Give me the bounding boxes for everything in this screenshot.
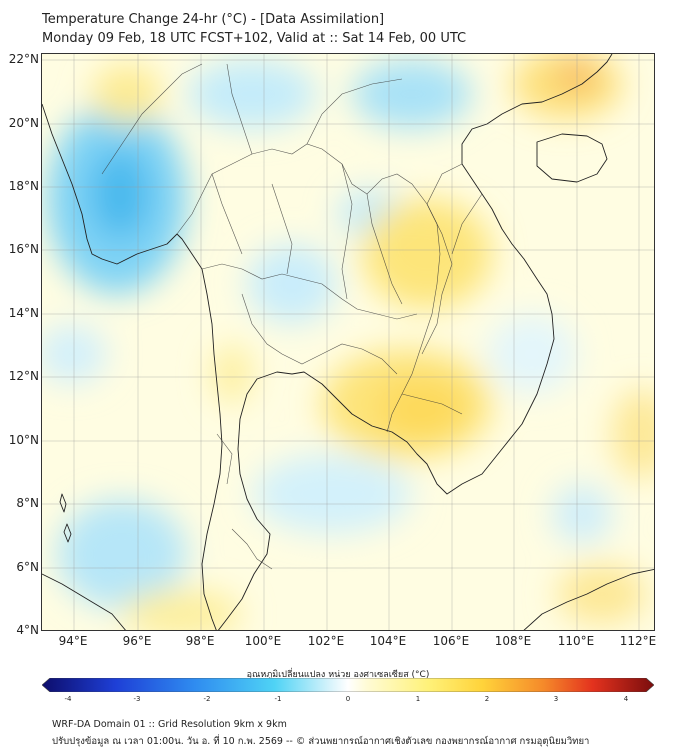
lon-label: 108°E <box>494 634 532 648</box>
colorbar-tick: 0 <box>345 695 351 703</box>
colorbar-tick: 1 <box>415 695 421 703</box>
lat-label: 12°N <box>8 369 39 383</box>
colorbar-tick: 2 <box>484 695 490 703</box>
lon-label: 112°E <box>619 634 657 648</box>
colorbar-tick: -4 <box>64 695 72 703</box>
graticule <box>42 54 654 630</box>
lon-label: 96°E <box>122 634 152 648</box>
lon-label: 106°E <box>432 634 470 648</box>
colorbar-tick: -2 <box>203 695 211 703</box>
colorbar-tick: -1 <box>274 695 282 703</box>
temperature-field <box>42 54 654 630</box>
lat-label: 6°N <box>16 560 39 574</box>
footer-domain-info: WRF-DA Domain 01 :: Grid Resolution 9km … <box>52 719 287 730</box>
lat-label: 14°N <box>8 306 39 320</box>
lon-label: 110°E <box>557 634 595 648</box>
lat-label: 22°N <box>8 52 39 66</box>
colorbar-tick: 4 <box>623 695 629 703</box>
temperature-map <box>41 53 655 631</box>
lon-label: 94°E <box>58 634 88 648</box>
lat-label: 16°N <box>8 242 39 256</box>
map-canvas <box>42 54 654 630</box>
lat-label: 8°N <box>16 496 39 510</box>
lat-label: 10°N <box>8 433 39 447</box>
coastlines <box>42 54 654 630</box>
colorbar <box>42 678 654 692</box>
lat-label: 4°N <box>16 623 39 637</box>
lon-label: 102°E <box>307 634 345 648</box>
lon-label: 104°E <box>369 634 407 648</box>
lon-label: 100°E <box>244 634 282 648</box>
borders <box>101 63 483 570</box>
colorbar-tick: 3 <box>553 695 559 703</box>
lon-label: 98°E <box>185 634 215 648</box>
map-title: Temperature Change 24-hr (°C) - [Data As… <box>42 12 385 27</box>
lat-label: 18°N <box>8 179 39 193</box>
map-subtitle: Monday 09 Feb, 18 UTC FCST+102, Valid at… <box>42 31 467 46</box>
lat-label: 20°N <box>8 116 39 130</box>
colorbar-tick: -3 <box>133 695 141 703</box>
colorbar-title: อุณหภูมิเปลี่ยนแปลง หน่วย องศาเซลเซียส (… <box>246 670 430 680</box>
footer-credit: ปรับปรุงข้อมูล ณ เวลา 01:00น. วัน อ. ที่… <box>52 736 590 747</box>
